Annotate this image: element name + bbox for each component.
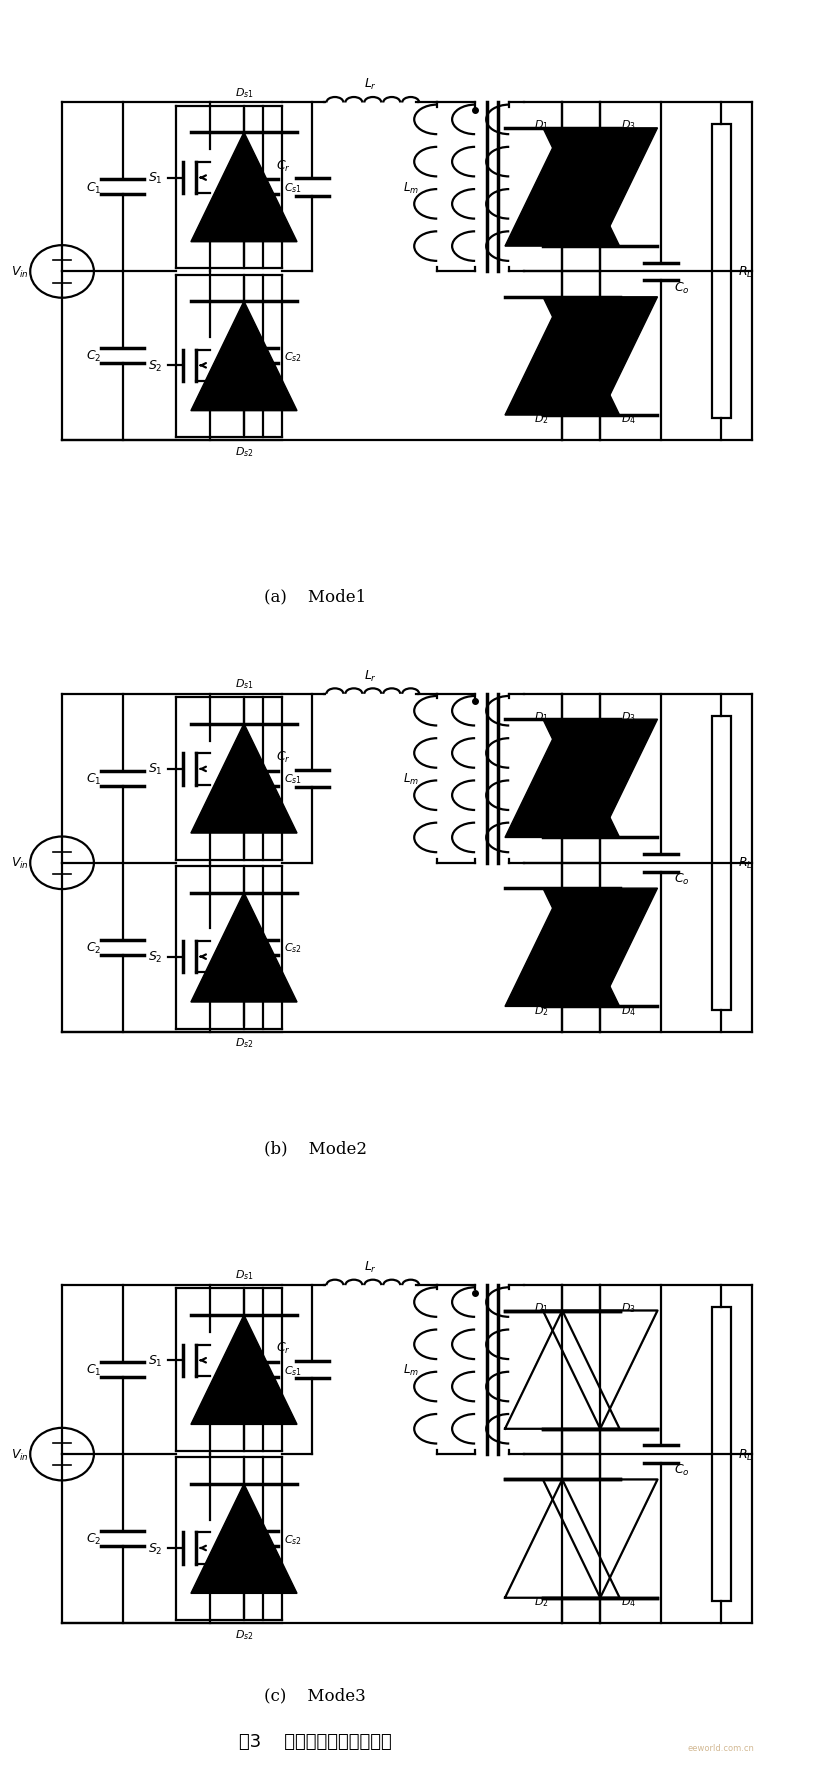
Text: $D_{s1}$: $D_{s1}$: [234, 676, 253, 691]
Bar: [711, 716, 729, 1011]
Text: $D_1$: $D_1$: [533, 119, 548, 132]
Text: $D_4$: $D_4$: [621, 413, 636, 425]
Polygon shape: [504, 297, 619, 417]
Polygon shape: [542, 888, 657, 1007]
Text: $C_1$: $C_1$: [86, 1362, 102, 1378]
Text: $D_{s2}$: $D_{s2}$: [234, 1036, 253, 1050]
Bar: [711, 125, 729, 420]
Text: $D_3$: $D_3$: [621, 710, 635, 723]
Polygon shape: [504, 1479, 619, 1598]
Text: $C_1$: $C_1$: [86, 180, 102, 196]
Polygon shape: [190, 1315, 296, 1424]
Text: $C_r$: $C_r$: [276, 749, 291, 765]
Text: $C_o$: $C_o$: [674, 1463, 690, 1477]
Polygon shape: [542, 1310, 657, 1429]
Text: $S_2$: $S_2$: [148, 949, 162, 965]
Text: $C_o$: $C_o$: [674, 281, 690, 295]
Text: $L_r$: $L_r$: [364, 1258, 377, 1274]
Polygon shape: [504, 1310, 619, 1429]
Polygon shape: [190, 303, 296, 411]
Bar: [711, 1307, 729, 1602]
Text: $D_4$: $D_4$: [621, 1004, 636, 1016]
Text: $D_{s1}$: $D_{s1}$: [234, 1267, 253, 1282]
Text: $V_{in}$: $V_{in}$: [12, 856, 29, 870]
Text: $C_{s2}$: $C_{s2}$: [284, 351, 301, 363]
Text: $D_1$: $D_1$: [533, 1301, 548, 1314]
Text: $D_1$: $D_1$: [533, 710, 548, 723]
Text: 图3    满载情况下的模态分析: 图3 满载情况下的模态分析: [238, 1732, 391, 1750]
Text: $D_{s2}$: $D_{s2}$: [234, 1627, 253, 1641]
Text: (c)    Mode3: (c) Mode3: [264, 1686, 365, 1703]
Text: $C_{s2}$: $C_{s2}$: [284, 942, 301, 954]
Text: $L_r$: $L_r$: [364, 668, 377, 684]
Text: $R_L$: $R_L$: [737, 856, 753, 870]
Text: $C_2$: $C_2$: [86, 940, 102, 956]
Text: $C_{s1}$: $C_{s1}$: [284, 773, 302, 785]
Polygon shape: [190, 894, 296, 1002]
Text: $S_2$: $S_2$: [148, 1540, 162, 1556]
Polygon shape: [504, 1479, 619, 1598]
Text: (a)    Mode1: (a) Mode1: [263, 587, 366, 605]
Polygon shape: [190, 1485, 296, 1593]
Polygon shape: [504, 1310, 619, 1429]
Text: $S_1$: $S_1$: [147, 1353, 162, 1369]
Polygon shape: [542, 1310, 657, 1429]
Text: $C_2$: $C_2$: [86, 349, 102, 365]
Text: $D_{s1}$: $D_{s1}$: [234, 85, 253, 100]
Text: $V_{in}$: $V_{in}$: [12, 1447, 29, 1461]
Text: $C_{s1}$: $C_{s1}$: [284, 1363, 302, 1376]
Text: $V_{in}$: $V_{in}$: [12, 265, 29, 279]
Text: $C_{s1}$: $C_{s1}$: [284, 182, 302, 194]
Text: $S_1$: $S_1$: [147, 762, 162, 778]
Text: $C_r$: $C_r$: [276, 158, 291, 173]
Text: $D_3$: $D_3$: [621, 119, 635, 132]
Text: $D_{s2}$: $D_{s2}$: [234, 445, 253, 459]
Text: $L_r$: $L_r$: [364, 77, 377, 93]
Text: $D_3$: $D_3$: [621, 1301, 635, 1314]
Text: $S_1$: $S_1$: [147, 171, 162, 187]
Polygon shape: [504, 888, 619, 1007]
Text: $R_L$: $R_L$: [737, 265, 753, 279]
Text: $L_m$: $L_m$: [402, 180, 418, 196]
Polygon shape: [542, 1479, 657, 1598]
Text: $D_2$: $D_2$: [533, 413, 548, 425]
Polygon shape: [190, 134, 296, 242]
Text: $D_2$: $D_2$: [533, 1004, 548, 1016]
Polygon shape: [542, 1479, 657, 1598]
Text: $L_m$: $L_m$: [402, 771, 418, 787]
Polygon shape: [542, 297, 657, 417]
Polygon shape: [190, 724, 296, 833]
Text: $R_L$: $R_L$: [737, 1447, 753, 1461]
Text: $L_m$: $L_m$: [402, 1362, 418, 1378]
Text: (b)    Mode2: (b) Mode2: [263, 1139, 366, 1157]
Text: $C_r$: $C_r$: [276, 1340, 291, 1356]
Text: $S_2$: $S_2$: [148, 358, 162, 374]
Polygon shape: [542, 128, 657, 247]
Text: eeworld.com.cn: eeworld.com.cn: [687, 1743, 753, 1753]
Text: $C_1$: $C_1$: [86, 771, 102, 787]
Polygon shape: [504, 128, 619, 247]
Text: $C_{s2}$: $C_{s2}$: [284, 1533, 301, 1545]
Text: $C_o$: $C_o$: [674, 872, 690, 886]
Text: $D_2$: $D_2$: [533, 1595, 548, 1607]
Text: $D_4$: $D_4$: [621, 1595, 636, 1607]
Text: $C_2$: $C_2$: [86, 1531, 102, 1547]
Polygon shape: [542, 719, 657, 838]
Polygon shape: [504, 719, 619, 838]
